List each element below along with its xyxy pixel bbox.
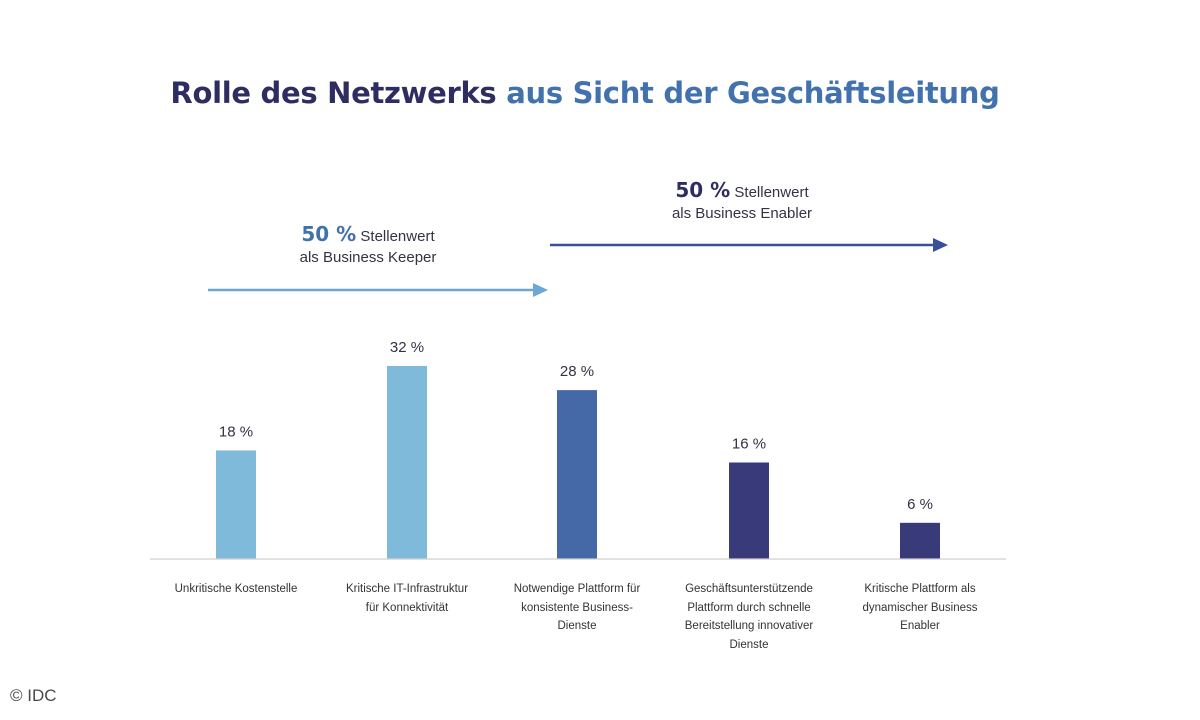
category-label-4-line-3: Bereitstellung innovativer <box>684 620 814 632</box>
copyright-notice: © IDC <box>10 686 57 705</box>
category-label-5: Kritische Plattform als dynamischer Busin… <box>845 580 995 636</box>
category-label-3: Notwendige Plattform für konsistente Busi… <box>502 580 652 636</box>
bar-3 <box>557 390 597 559</box>
category-label-5-line-2: dynamischer Business <box>862 601 978 614</box>
category-label-5-line-3: Enabler <box>900 620 940 632</box>
category-label-4: Geschäftsunterstützende Plattform durch s… <box>674 580 824 654</box>
category-label-4-line-1: Geschäftsunterstützende <box>685 583 813 595</box>
bar-value-label-4: 16 % <box>732 436 766 453</box>
category-label-3-line-3: Dienste <box>557 620 597 632</box>
business-enabler-arrow-head <box>933 238 948 252</box>
category-label-5-line-1: Kritische Plattform als <box>864 583 976 595</box>
bar-1 <box>216 450 256 559</box>
category-label-2: Kritische IT-Infrastruktur für Konnektivi… <box>332 580 482 617</box>
bar-value-label-1: 18 % <box>219 423 253 440</box>
category-label-1-line-1: Unkritische Kostenstelle <box>174 583 298 595</box>
bar-5 <box>900 522 940 559</box>
bar-2 <box>387 366 427 559</box>
bars-group: 18 % 32 % 28 % 16 % 6 % <box>216 339 940 559</box>
business-keeper-label: 50 % Stellenwert als Business Keeper <box>268 224 468 268</box>
business-keeper-text1: Stellenwert <box>360 228 435 245</box>
category-label-4-line-2: Plattform durch schnelle <box>687 601 811 614</box>
category-label-1: Unkritische Kostenstelle <box>161 580 311 599</box>
bar-4 <box>729 462 769 559</box>
business-keeper-percent: 50 % <box>301 222 357 246</box>
business-enabler-label: 50 % Stellenwert als Business Enabler <box>642 180 842 224</box>
category-label-3-line-1: Notwendige Plattform für <box>513 583 641 595</box>
category-label-2-line-2: für Konnektivität <box>365 601 449 614</box>
chart-title-part1: Rolle des Netzwerks <box>170 76 497 110</box>
category-label-2-line-1: Kritische IT-Infrastruktur <box>345 583 469 595</box>
business-enabler-text2: als Business Enabler <box>671 205 813 222</box>
business-enabler-text1: Stellenwert <box>734 184 809 201</box>
chart-title: Rolle des Netzwerks aus Sicht der Geschä… <box>0 76 1170 110</box>
bar-value-label-3: 28 % <box>560 363 594 380</box>
business-keeper-text2: als Business Keeper <box>299 249 437 266</box>
bar-value-label-2: 32 % <box>390 339 424 356</box>
business-enabler-percent: 50 % <box>675 178 731 202</box>
business-keeper-arrow-head <box>533 283 548 297</box>
bar-value-label-5: 6 % <box>907 496 933 513</box>
category-label-4-line-4: Dienste <box>729 638 769 651</box>
category-label-3-line-2: konsistente Business- <box>521 601 633 614</box>
chart-title-part2: aus Sicht der Geschäftsleitung <box>506 76 1000 110</box>
